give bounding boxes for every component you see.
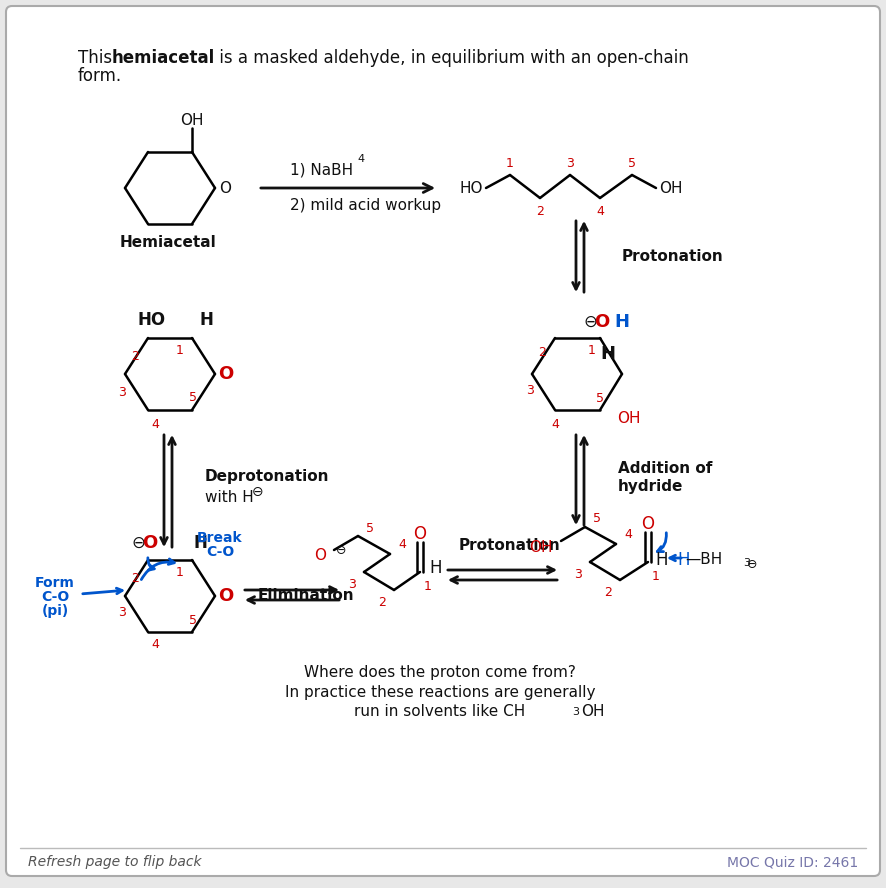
Text: This: This xyxy=(78,49,117,67)
Text: OH: OH xyxy=(581,704,604,719)
Text: Elimination: Elimination xyxy=(258,588,354,602)
Text: HO: HO xyxy=(138,311,166,329)
Text: 4: 4 xyxy=(551,417,559,431)
Text: ⊖: ⊖ xyxy=(583,313,597,331)
Text: 4: 4 xyxy=(398,537,406,551)
Text: H: H xyxy=(193,534,207,552)
Text: OH: OH xyxy=(180,113,204,128)
Text: Where does the proton come from?: Where does the proton come from? xyxy=(304,664,576,679)
Text: Protonation: Protonation xyxy=(459,538,561,553)
Text: O: O xyxy=(641,515,655,533)
Text: 3: 3 xyxy=(574,567,582,581)
Text: O: O xyxy=(218,365,234,383)
Text: 2: 2 xyxy=(538,345,546,359)
Text: (pi): (pi) xyxy=(42,604,68,618)
Text: Break: Break xyxy=(198,531,243,545)
Text: MOC Quiz ID: 2461: MOC Quiz ID: 2461 xyxy=(727,855,858,869)
Text: form.: form. xyxy=(78,67,122,85)
Text: O: O xyxy=(314,549,326,564)
Text: In practice these reactions are generally: In practice these reactions are generall… xyxy=(284,685,595,700)
Text: 2: 2 xyxy=(131,572,139,584)
Text: 2: 2 xyxy=(378,596,386,608)
Text: 3: 3 xyxy=(572,707,579,717)
Text: 1: 1 xyxy=(506,156,514,170)
Text: 5: 5 xyxy=(366,521,374,535)
Text: H: H xyxy=(656,551,668,569)
Text: Deprotonation: Deprotonation xyxy=(205,469,330,483)
Text: H: H xyxy=(678,551,690,569)
Text: C-O: C-O xyxy=(41,590,69,604)
Text: 3: 3 xyxy=(118,606,126,619)
Text: 1: 1 xyxy=(176,344,184,356)
Text: H: H xyxy=(601,345,616,363)
Text: 4: 4 xyxy=(151,417,159,431)
Text: OH: OH xyxy=(659,180,682,195)
Text: ⊖: ⊖ xyxy=(253,485,264,499)
Text: 4: 4 xyxy=(357,154,364,164)
Text: 3: 3 xyxy=(118,385,126,399)
Text: O: O xyxy=(595,313,610,331)
Text: is a masked aldehyde, in equilibrium with an open-chain: is a masked aldehyde, in equilibrium wit… xyxy=(214,49,688,67)
Text: 5: 5 xyxy=(596,392,604,405)
Text: H: H xyxy=(200,311,214,329)
Text: 1: 1 xyxy=(588,344,596,356)
Text: 3: 3 xyxy=(348,577,356,591)
Text: 4: 4 xyxy=(624,527,632,541)
Text: with H: with H xyxy=(205,489,253,504)
Text: hydride: hydride xyxy=(618,479,683,494)
Text: 1: 1 xyxy=(652,569,660,583)
Text: 1: 1 xyxy=(176,567,184,580)
Text: Hemiacetal: Hemiacetal xyxy=(120,234,216,250)
Text: Protonation: Protonation xyxy=(622,249,724,264)
Text: Refresh page to flip back: Refresh page to flip back xyxy=(28,855,201,869)
Text: 5: 5 xyxy=(189,614,197,627)
Text: H: H xyxy=(615,313,629,331)
Text: C-O: C-O xyxy=(206,545,234,559)
Text: OH: OH xyxy=(530,540,553,554)
Text: 1) NaBH: 1) NaBH xyxy=(290,163,354,178)
Text: hemiacetal: hemiacetal xyxy=(112,49,215,67)
Text: 5: 5 xyxy=(593,512,601,526)
Text: Form: Form xyxy=(35,576,75,590)
Text: ⊖: ⊖ xyxy=(747,558,758,570)
Text: H: H xyxy=(430,559,442,577)
Text: run in solvents like CH: run in solvents like CH xyxy=(354,704,525,719)
Text: 5: 5 xyxy=(189,391,197,403)
Text: 4: 4 xyxy=(151,638,159,652)
Text: —BH: —BH xyxy=(686,552,723,567)
Text: 3: 3 xyxy=(743,558,750,568)
Text: Addition of: Addition of xyxy=(618,461,712,475)
FancyBboxPatch shape xyxy=(6,6,880,876)
Text: 1: 1 xyxy=(424,580,432,592)
Text: ⊖: ⊖ xyxy=(336,543,346,557)
Text: O: O xyxy=(218,587,234,605)
Text: 4: 4 xyxy=(596,204,604,218)
Text: 3: 3 xyxy=(526,384,534,397)
Text: O: O xyxy=(143,534,158,552)
Text: 2) mild acid workup: 2) mild acid workup xyxy=(290,197,441,212)
Text: ⊖: ⊖ xyxy=(131,534,145,552)
Text: 2: 2 xyxy=(131,350,139,362)
Text: OH: OH xyxy=(617,410,641,425)
Text: 5: 5 xyxy=(628,156,636,170)
Text: 3: 3 xyxy=(566,156,574,170)
Text: 2: 2 xyxy=(536,204,544,218)
Text: HO: HO xyxy=(460,180,483,195)
Text: 2: 2 xyxy=(604,585,612,599)
Text: O: O xyxy=(414,525,426,543)
Text: O: O xyxy=(219,180,231,195)
